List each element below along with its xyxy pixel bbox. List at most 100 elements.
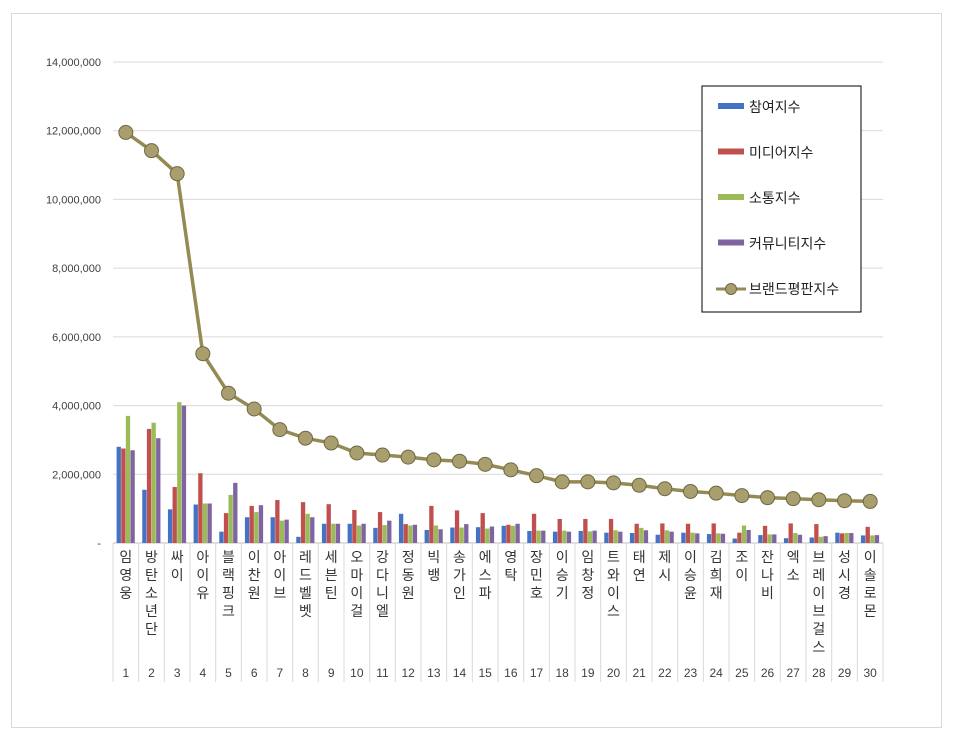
bar: [438, 529, 443, 543]
legend-swatch: [718, 148, 744, 155]
bar: [562, 530, 567, 543]
rank-label: 5: [225, 666, 232, 680]
bar: [541, 530, 546, 543]
bar: [233, 482, 238, 543]
bar: [116, 446, 121, 543]
bar: [772, 534, 777, 543]
rank-label: 14: [453, 666, 467, 680]
bar: [793, 533, 798, 543]
bar: [501, 525, 506, 543]
legend-swatch: [718, 103, 744, 109]
bar: [741, 525, 747, 543]
line-point: [606, 475, 621, 491]
bar: [706, 534, 712, 543]
chart-frame: [11, 13, 942, 728]
bar: [762, 525, 768, 543]
line-point: [683, 483, 698, 499]
bar: [279, 520, 285, 543]
bar: [296, 536, 301, 543]
bar: [634, 523, 639, 543]
bar: [347, 523, 352, 543]
rank-label: 9: [328, 666, 335, 680]
rank-label: 19: [581, 666, 595, 680]
bar: [429, 505, 434, 543]
rank-label: 12: [401, 666, 415, 680]
bar: [583, 518, 588, 543]
bar: [146, 428, 152, 543]
bar: [387, 520, 392, 543]
rank-label: 23: [684, 666, 698, 680]
bar: [737, 532, 742, 543]
bar: [639, 527, 644, 543]
bar: [142, 489, 147, 543]
bar: [758, 535, 763, 543]
rank-label: 2: [148, 666, 155, 680]
rank-label: 26: [761, 666, 775, 680]
bar: [254, 512, 259, 543]
rank-label: 15: [478, 666, 492, 680]
legend-label: 브랜드평판지수: [749, 282, 839, 298]
bar: [459, 527, 464, 543]
bar: [746, 529, 751, 543]
line-point: [169, 166, 185, 182]
bar: [629, 533, 635, 543]
bar: [121, 448, 126, 543]
bar: [270, 517, 275, 543]
rank-label: 7: [276, 666, 283, 680]
bar: [356, 525, 362, 543]
bar: [454, 510, 460, 543]
rank-label: 27: [786, 666, 800, 680]
bar: [527, 530, 532, 543]
line-point: [657, 481, 673, 497]
bar: [412, 524, 418, 543]
bar-series: [116, 402, 880, 543]
bar: [475, 527, 481, 543]
bar: [716, 533, 721, 543]
rank-label: 17: [530, 666, 544, 680]
bar: [202, 503, 208, 543]
bar: [373, 527, 378, 543]
bar: [167, 509, 173, 543]
bar: [284, 519, 289, 543]
line-point: [452, 453, 467, 469]
bar: [244, 517, 250, 543]
rank-label: 24: [709, 666, 723, 680]
line-point: [323, 435, 339, 451]
bar: [578, 530, 583, 543]
bar: [506, 524, 511, 543]
bar: [870, 535, 875, 543]
bar: [228, 494, 233, 543]
bar: [223, 513, 229, 543]
bar: [125, 415, 131, 543]
line-point: [503, 462, 519, 478]
bar: [655, 534, 660, 543]
bar: [480, 513, 485, 543]
rank-label: 30: [863, 666, 877, 680]
y-tick-label: 8,000,000: [52, 263, 101, 275]
bar: [860, 535, 866, 543]
line-point: [298, 430, 313, 446]
bar: [557, 518, 562, 543]
bar: [536, 530, 541, 543]
bar: [660, 523, 665, 543]
bar: [207, 503, 212, 543]
y-axis: - 2,000,000 4,000,000 6,000,000 8,000,000 10,…: [46, 57, 101, 550]
bar: [681, 532, 686, 543]
bar: [767, 534, 772, 543]
line-point: [144, 143, 159, 159]
bar: [783, 538, 789, 543]
line-point: [246, 401, 262, 417]
legend-label: 참여지수: [749, 100, 801, 116]
